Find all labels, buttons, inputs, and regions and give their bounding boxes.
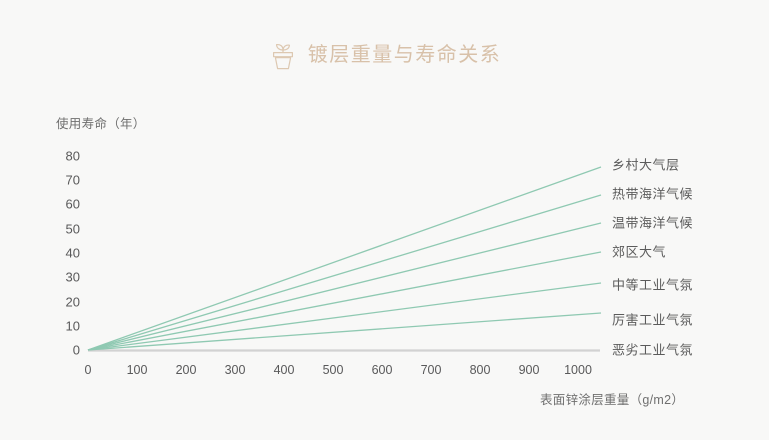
x-tick: 600 [371,363,393,377]
x-tick: 0 [84,363,92,377]
x-tick: 1000 [564,363,592,377]
potted-plant-icon [268,39,298,71]
y-tick: 40 [65,245,80,261]
series-line-0 [87,166,602,351]
x-tick: 400 [273,363,295,377]
y-axis-ticks: 80 70 60 50 40 30 20 10 0 [28,0,80,440]
page-title: 镀层重量与寿命关系 [307,44,502,66]
series-label-4: 中等工业气氛 [612,277,694,293]
series-label-1: 热带海洋气候 [612,186,694,202]
series-label-0: 乡村大气层 [612,157,680,173]
x-axis-title: 表面锌涂层重量（g/m2） [540,393,685,407]
y-tick: 50 [65,221,80,237]
series-line-2 [87,222,602,351]
series-line-1 [87,194,602,351]
y-tick: 20 [65,294,80,310]
x-tick: 300 [224,363,246,377]
series-label-5: 厉害工业气氛 [612,312,694,328]
x-tick: 200 [175,363,197,377]
chart-header: 镀层重量与寿命关系 [0,30,769,80]
series-label-3: 郊区大气 [612,244,667,260]
x-tick: 900 [518,363,540,377]
y-tick: 70 [65,172,80,188]
y-axis-title: 使用寿命（年） [56,117,146,131]
x-tick: 100 [126,363,148,377]
series-line-3 [87,251,602,351]
y-tick: 10 [65,318,80,334]
series-label-2: 温带海洋气候 [612,215,694,231]
series-line-4 [87,282,602,351]
series-line-5 [87,312,602,351]
x-tick: 500 [322,363,344,377]
series-label-6: 恶劣工业气氛 [612,342,694,358]
x-tick: 700 [420,363,442,377]
y-tick: 80 [65,148,80,164]
x-tick: 800 [469,363,491,377]
y-tick: 30 [65,269,80,285]
y-tick: 60 [65,196,80,212]
y-tick: 0 [72,342,80,358]
